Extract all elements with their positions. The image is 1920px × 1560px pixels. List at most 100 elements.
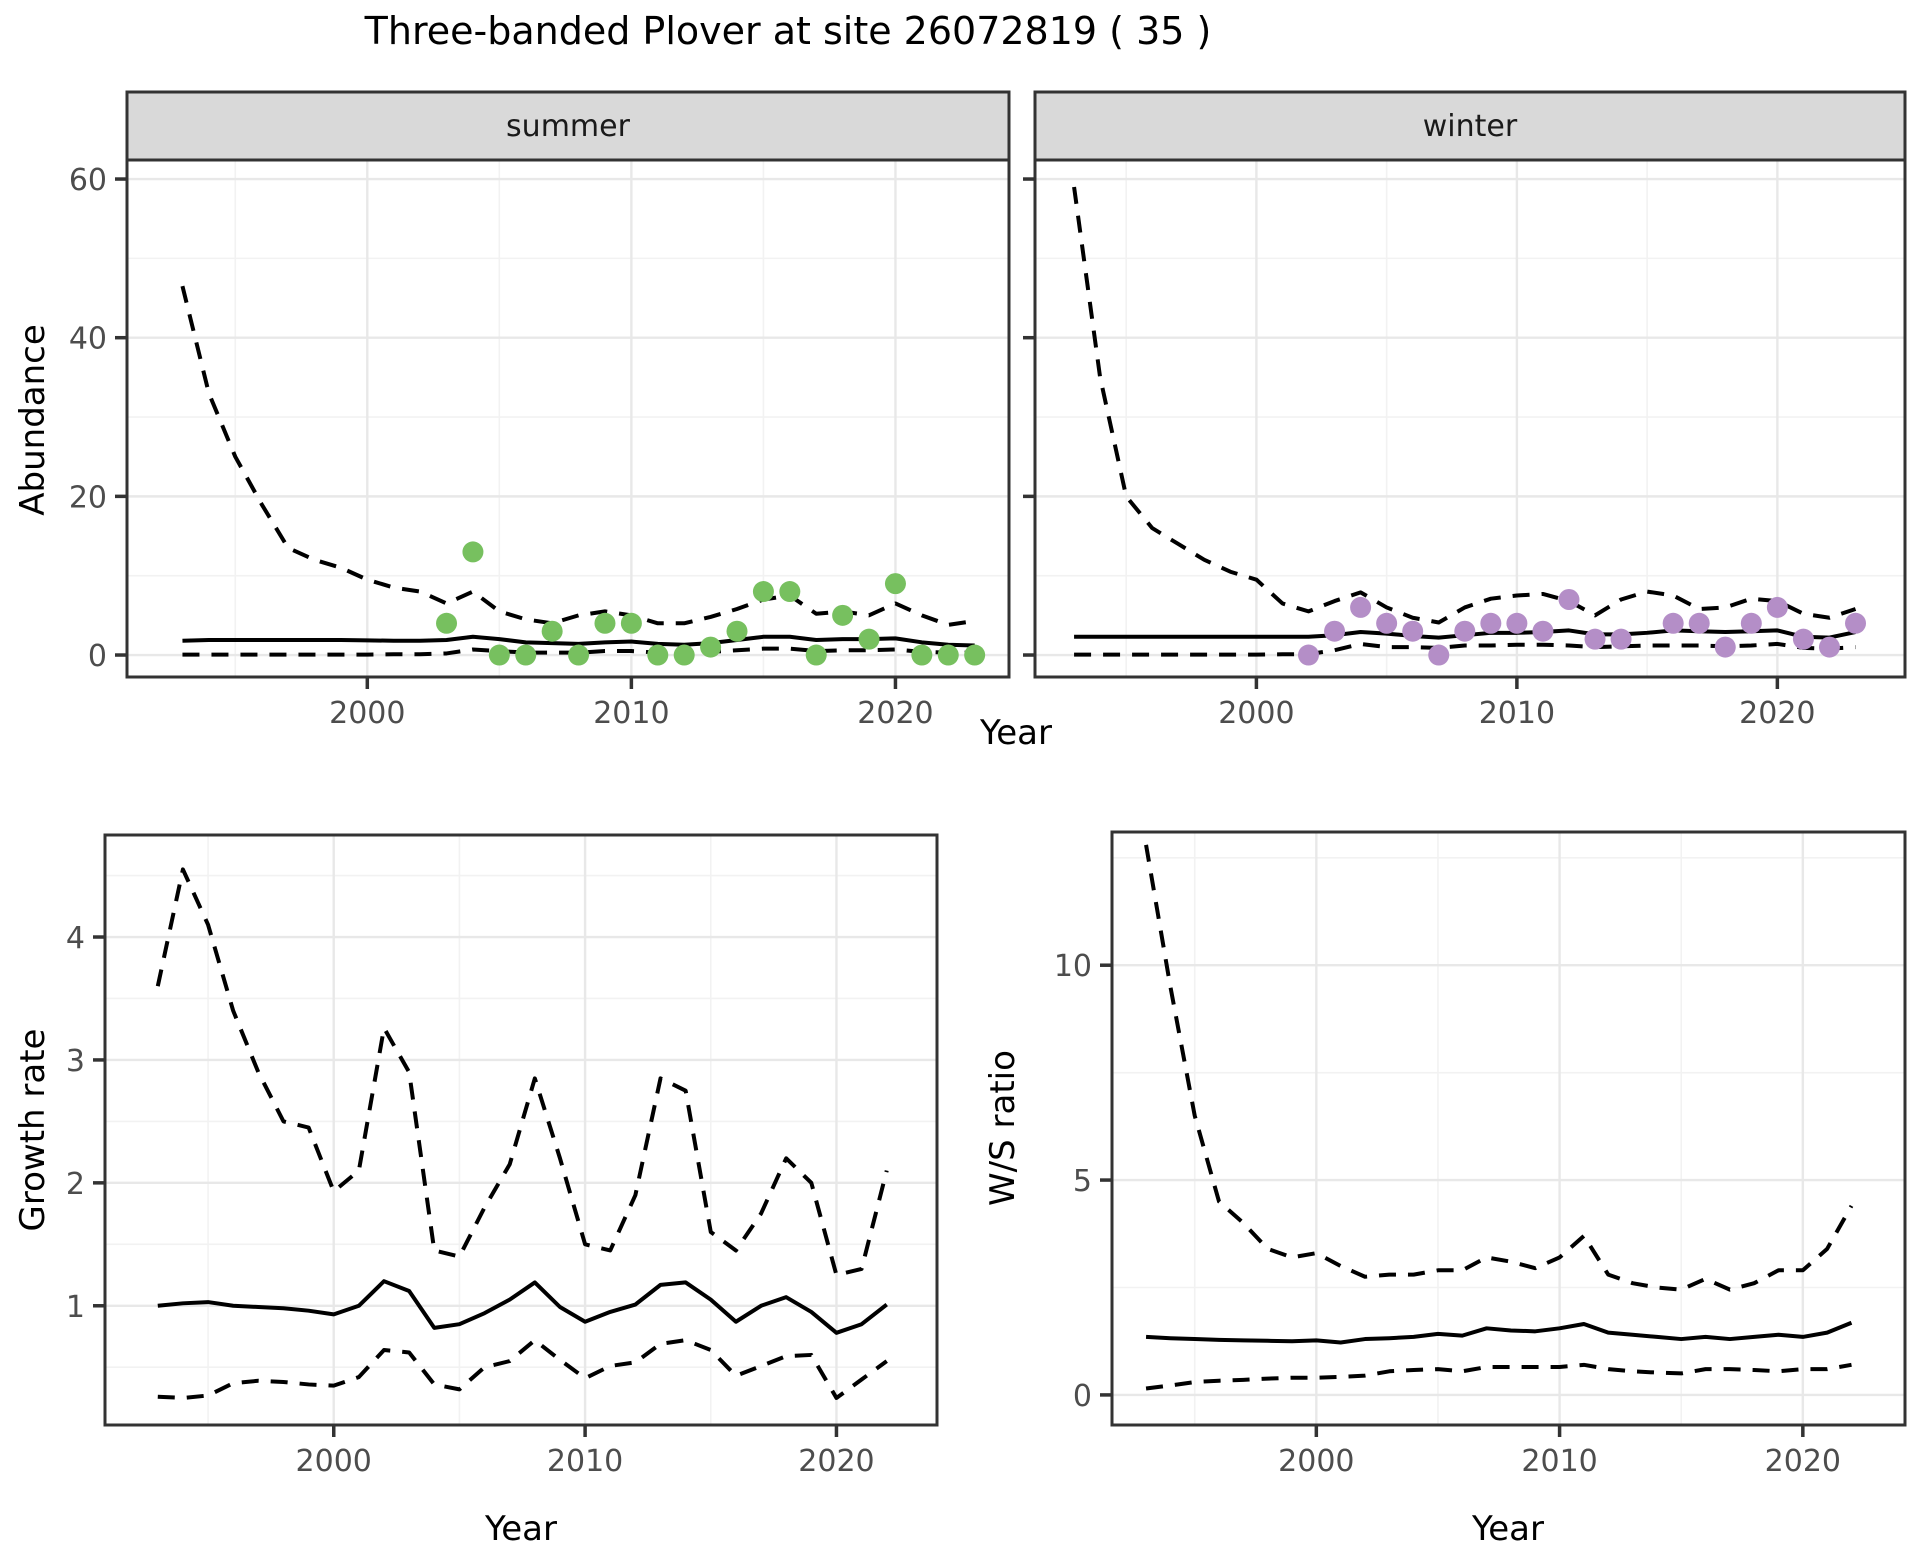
panel-border	[125, 158, 1011, 679]
panel-abundance-winter: 2000 2010 2020	[1023, 158, 1907, 731]
y-axis-title-ws-ratio: W/S ratio	[983, 1050, 1023, 1206]
y-tick-label: 20	[69, 480, 107, 515]
observation-point	[1740, 612, 1762, 634]
observation-point	[1662, 612, 1684, 634]
observation-point	[752, 581, 774, 603]
x-tick-label: 2000	[296, 1444, 372, 1479]
upper-ci-line	[1072, 186, 1857, 625]
observation-point	[1454, 620, 1476, 642]
y-axis-title-abundance: Abundance	[13, 324, 53, 516]
observation-point	[1688, 612, 1710, 634]
observation-point	[1298, 644, 1320, 666]
x-tick-label: 2020	[1765, 1444, 1841, 1479]
y-tick-label: 1	[66, 1290, 85, 1325]
observation-point	[911, 644, 933, 666]
observation-point	[462, 541, 484, 563]
panel-background	[1035, 160, 1905, 677]
x-tick-label: 2010	[1521, 1444, 1597, 1479]
strip-label-winter: winter	[1423, 109, 1518, 144]
x-tick-label: 2020	[1739, 696, 1815, 731]
observation-point	[700, 636, 722, 658]
x-tick-label: 2000	[1218, 696, 1294, 731]
observation-point	[647, 644, 669, 666]
lower-ci-line	[157, 1338, 888, 1400]
observation-point	[1558, 588, 1580, 610]
observation-point	[594, 612, 616, 634]
lower-ci-line	[1145, 1362, 1852, 1391]
observation-point	[1428, 644, 1450, 666]
observation-point	[832, 604, 854, 626]
y-tick-label: 0	[88, 639, 107, 674]
x-tick-label: 2000	[1278, 1444, 1354, 1479]
y-tick-label: 3	[66, 1044, 85, 1079]
observation-point	[541, 620, 563, 642]
lower-ci-line	[182, 646, 975, 657]
observation-point	[1350, 596, 1372, 618]
observation-point	[568, 644, 590, 666]
observation-point	[436, 612, 458, 634]
observation-point	[1480, 612, 1502, 634]
observation-point	[1376, 612, 1398, 634]
y-tick-label: 0	[1073, 1379, 1092, 1414]
observation-point	[884, 573, 906, 595]
upper-ci-line	[1144, 844, 1854, 1292]
y-tick-label: 5	[1073, 1164, 1092, 1199]
y-tick-label: 4	[66, 921, 85, 956]
panel-abundance-summer: 2000 2010 2020 0 20 40 60	[69, 158, 1011, 731]
x-axis-title-year-bottom-left: Year	[484, 1509, 557, 1549]
x-axis-title-year-bottom-right: Year	[1471, 1509, 1544, 1549]
observation-point	[937, 644, 959, 666]
observation-point	[726, 620, 748, 642]
panel-border	[1033, 158, 1907, 679]
y-tick-label: 40	[69, 322, 107, 357]
observation-point	[1766, 596, 1788, 618]
observation-point	[620, 612, 642, 634]
panel-border	[103, 833, 939, 1427]
observation-point	[1584, 628, 1606, 650]
y-axis-title-growth-rate: Growth rate	[13, 1029, 53, 1232]
strip-background	[1033, 90, 1907, 162]
observation-point	[1324, 620, 1346, 642]
fit-line	[182, 634, 975, 648]
x-tick-label: 2020	[798, 1444, 874, 1479]
observation-point	[515, 644, 537, 666]
observation-point	[1402, 620, 1424, 642]
upper-ci-line	[155, 867, 889, 1278]
observation-point	[1714, 636, 1736, 658]
figure-title: Three-banded Plover at site 26072819 ( 3…	[364, 9, 1212, 53]
facet-strip-winter: winter	[1033, 90, 1907, 162]
panel-ws-ratio: 2000 2010 2020 0 5 10	[1054, 830, 1907, 1479]
facet-strip-summer: summer	[125, 90, 1011, 162]
observation-point	[1845, 612, 1867, 634]
fit-line	[157, 1279, 888, 1335]
observation-point	[805, 644, 827, 666]
observation-point	[1610, 628, 1632, 650]
x-axis-title-year-top: Year	[979, 713, 1052, 753]
observation-point	[1818, 636, 1840, 658]
strip-background	[125, 90, 1011, 162]
observation-point	[1506, 612, 1528, 634]
observation-point	[964, 644, 986, 666]
observation-point	[1532, 620, 1554, 642]
y-tick-label: 60	[69, 163, 107, 198]
observation-point	[673, 644, 695, 666]
y-tick-label: 10	[1054, 949, 1092, 984]
fit-line	[1145, 1320, 1853, 1345]
panel-border	[1110, 830, 1907, 1427]
observation-point	[858, 628, 880, 650]
observation-point	[488, 644, 510, 666]
panel-background	[127, 160, 1009, 677]
x-tick-label: 2010	[547, 1444, 623, 1479]
panel-background	[1112, 832, 1905, 1425]
panel-growth-rate: 2000 2010 2020 1 2 3 4	[66, 833, 939, 1479]
strip-label-summer: summer	[506, 109, 631, 144]
observation-point	[779, 581, 801, 603]
x-tick-label: 2020	[857, 696, 933, 731]
observation-point	[1792, 628, 1814, 650]
y-tick-label: 2	[66, 1167, 85, 1202]
x-tick-label: 2010	[593, 696, 669, 731]
x-tick-label: 2010	[1479, 696, 1555, 731]
